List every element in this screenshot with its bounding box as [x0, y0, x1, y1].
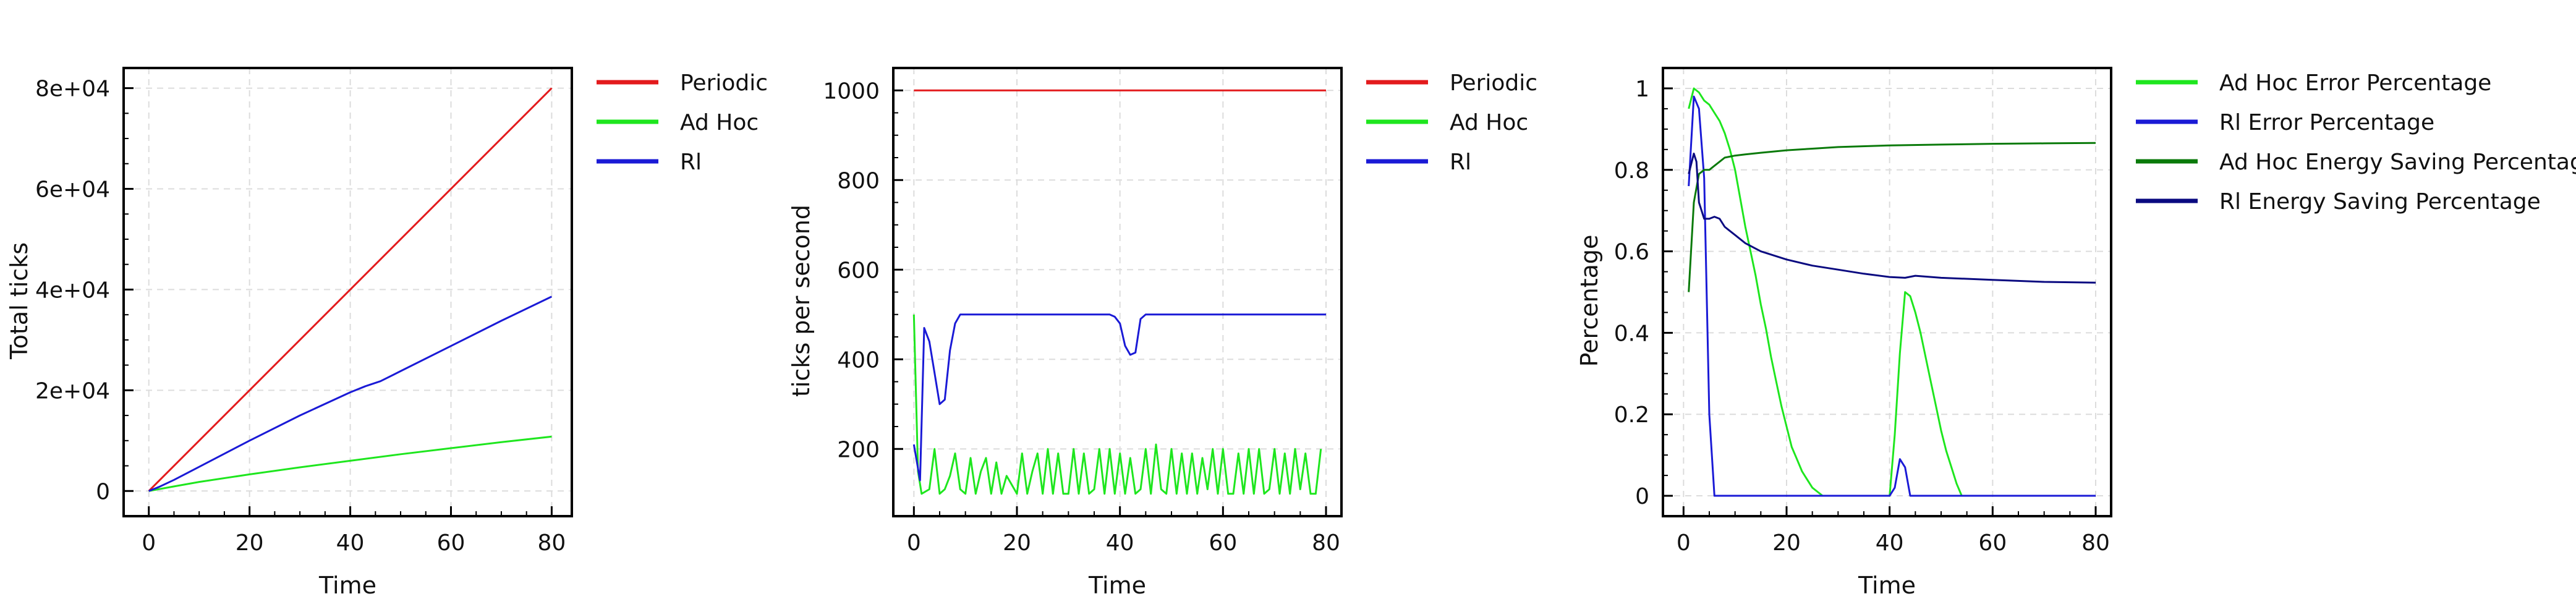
- y-tick-label: 800: [837, 168, 880, 193]
- y-axis-label: Total ticks: [6, 242, 33, 360]
- y-tick-label: 4e+04: [35, 278, 110, 303]
- plot-frame: [122, 67, 573, 517]
- y-tick-label: 0.6: [1614, 240, 1649, 265]
- x-tick-label: 20: [236, 530, 264, 556]
- series-line-rl-energy-saving-percentage: [1688, 152, 2096, 284]
- y-tick-label: 0: [96, 479, 110, 504]
- legend-label: Periodic: [680, 70, 768, 96]
- legend-label: Rl Energy Saving Percentage: [2219, 189, 2541, 215]
- x-tick-label: 0: [907, 530, 921, 556]
- x-tick-label: 20: [1003, 530, 1031, 556]
- legend-label: Rl: [680, 150, 702, 175]
- y-tick-label: 0.8: [1614, 158, 1649, 184]
- x-tick-label: 80: [538, 530, 566, 556]
- y-tick-label: 1: [1635, 77, 1649, 102]
- y-tick-label: 1000: [823, 79, 880, 104]
- x-tick-label: 60: [437, 530, 465, 556]
- x-tick-label: 0: [1677, 530, 1691, 556]
- x-tick-label: 40: [336, 530, 365, 556]
- x-axis-label: Time: [318, 572, 376, 599]
- series-line-ad-hoc-energy-saving-percentage: [1688, 142, 2096, 292]
- x-tick-label: 40: [1106, 530, 1134, 556]
- y-tick-label: 6e+04: [35, 177, 110, 203]
- y-tick-label: 0.2: [1614, 402, 1649, 428]
- legend-label: Periodic: [1450, 70, 1537, 96]
- y-tick-label: 200: [837, 437, 880, 462]
- chart-ticks-per-second: 0 20 40 60 80 200 400 600 800 1000 Time ticks per s…: [788, 67, 1537, 599]
- chart-total-ticks: 0 20 40 60 80 0 2e+04 4e+04 6e+04 8e+04 Time Total …: [6, 67, 768, 599]
- y-tick-label: 0: [1635, 484, 1649, 509]
- series-line-periodic: [148, 87, 553, 492]
- y-tick-label: 600: [837, 258, 880, 283]
- series-line-rl-error-percentage: [1688, 95, 2096, 497]
- legend-label: Rl: [1450, 150, 1471, 175]
- y-axis-label: Percentage: [1576, 235, 1603, 367]
- series-line-ad-hoc-error-percentage: [1688, 87, 2096, 497]
- y-tick-label: 400: [837, 347, 880, 373]
- legend-label: Ad Hoc Energy Saving Percentage: [2219, 150, 2576, 175]
- series-line-rl: [148, 295, 553, 492]
- y-tick-label: 2e+04: [35, 378, 110, 404]
- legend-label: Ad Hoc Error Percentage: [2219, 70, 2491, 96]
- x-tick-label: 80: [1312, 530, 1340, 556]
- series-line-ad-hoc: [912, 314, 1322, 495]
- y-axis-label: ticks per second: [788, 205, 815, 397]
- chart-percentage: 0 20 40 60 80 0 0.2 0.4 0.6 0.8 1 Time Percentage Ad …: [1576, 67, 2576, 599]
- series-line-rl: [912, 313, 1326, 482]
- series-line-ad-hoc: [148, 435, 552, 492]
- x-axis-label: Time: [1088, 572, 1146, 599]
- legend-label: Ad Hoc: [1450, 110, 1528, 135]
- x-tick-label: 0: [142, 530, 156, 556]
- legend-label: Rl Error Percentage: [2219, 110, 2434, 135]
- y-tick-label: 0.4: [1614, 321, 1649, 346]
- x-tick-label: 20: [1772, 530, 1801, 556]
- x-tick-label: 40: [1876, 530, 1904, 556]
- x-tick-label: 60: [1978, 530, 2007, 556]
- x-axis-label: Time: [1858, 572, 1916, 599]
- y-tick-label: 8e+04: [35, 77, 110, 102]
- x-tick-label: 60: [1209, 530, 1237, 556]
- x-tick-label: 80: [2081, 530, 2110, 556]
- legend-label: Ad Hoc: [680, 110, 759, 135]
